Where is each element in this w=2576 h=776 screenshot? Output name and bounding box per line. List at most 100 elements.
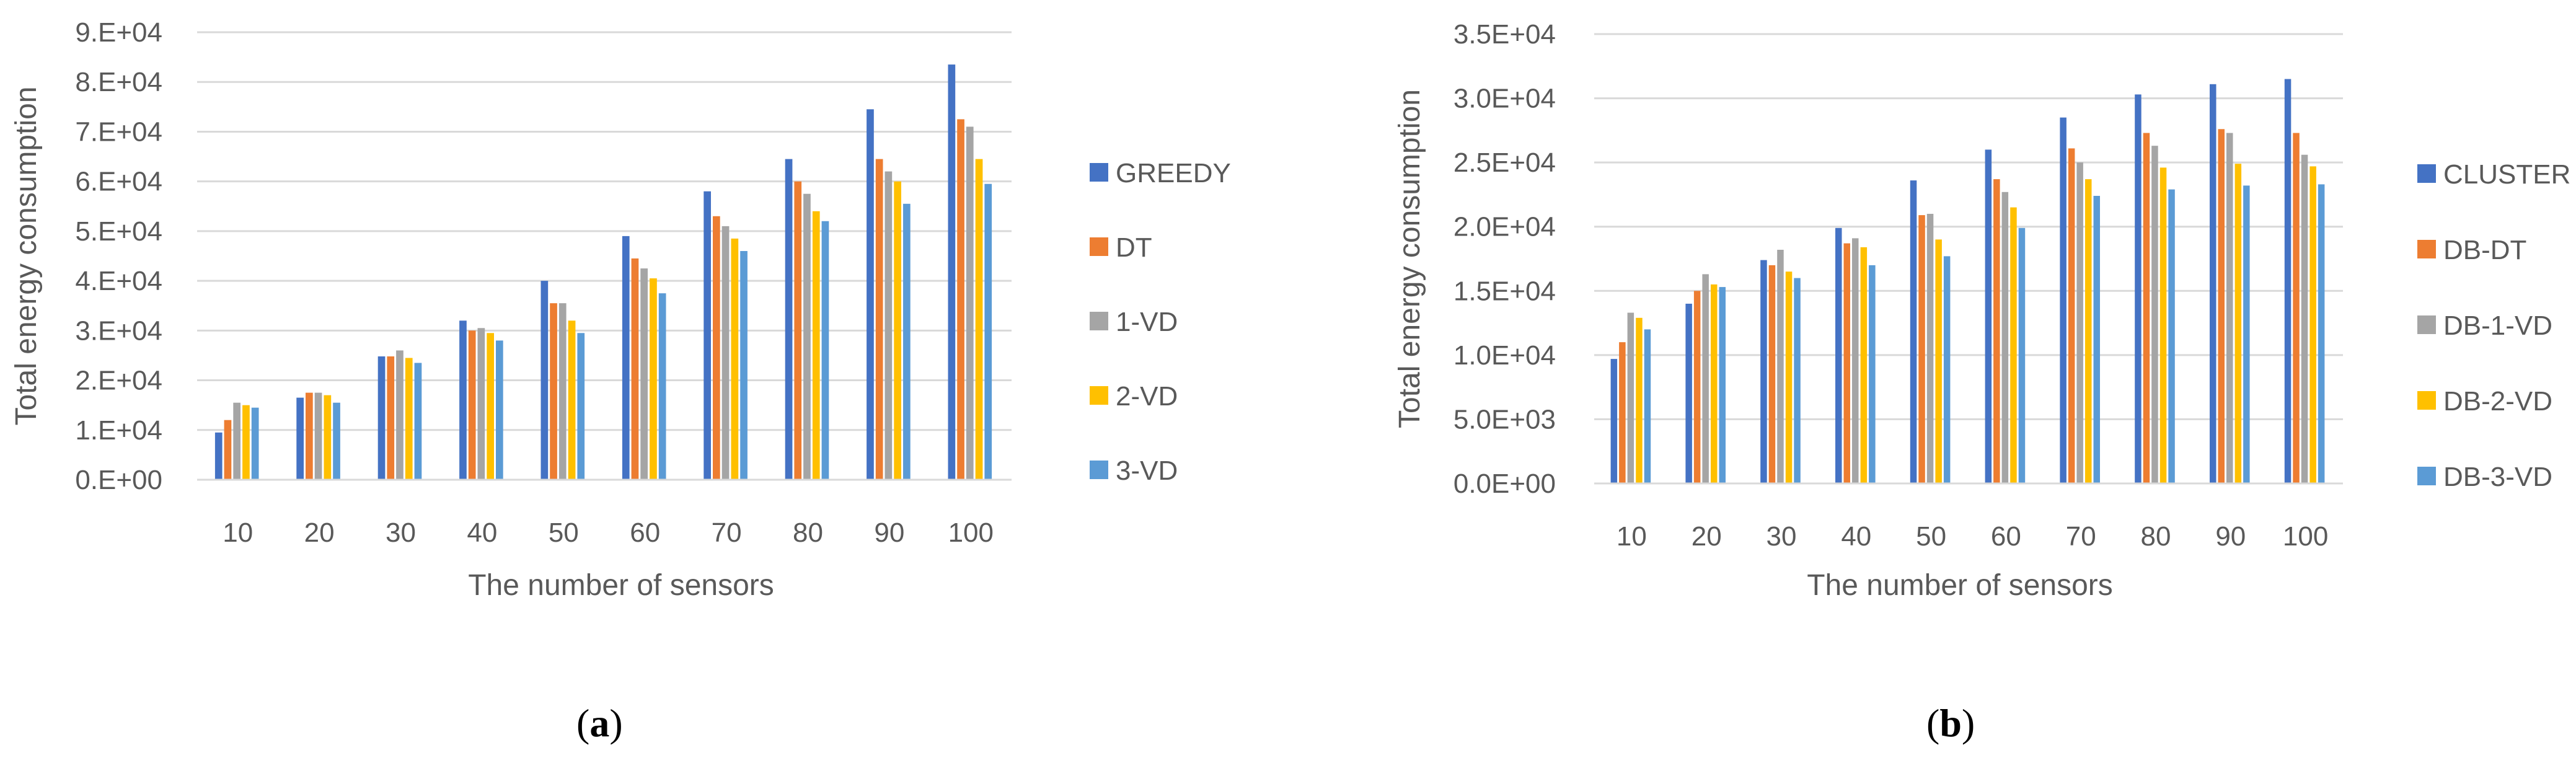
- x-axis-title: The number of sensors: [1807, 569, 2113, 602]
- bar-dt-40: [468, 330, 476, 480]
- panel-b-chart: 0.0E+00 5.0E+03 1.0E+04 1.5E+04 2.0E+04 2.5E+…: [1393, 19, 2570, 602]
- legend-swatch-3-vd: [1090, 461, 1108, 479]
- y-tick-label: 2.0E+04: [1453, 212, 1556, 242]
- bar-greedy-20: [296, 397, 304, 480]
- bar-db-3-vd-90: [2243, 185, 2250, 483]
- bar-2-vd-50: [568, 320, 576, 480]
- bar-db-3-vd-20: [1719, 287, 1726, 483]
- bar-greedy-30: [377, 356, 386, 480]
- legend-swatch-greedy: [1090, 163, 1108, 182]
- legend-label-db-dt: DB-DT: [2443, 235, 2526, 265]
- x-tick-label: 100: [948, 518, 994, 548]
- bar-db-dt-90: [2218, 129, 2225, 484]
- bar-greedy-50: [540, 281, 549, 480]
- legend-label-2-vd: 2-VD: [1116, 381, 1178, 412]
- x-tick-label: 20: [1692, 521, 1722, 552]
- bar-3-vd-40: [496, 340, 503, 480]
- y-tick-label: 1.E+04: [75, 415, 162, 446]
- bar-db-2-vd-50: [1935, 239, 1942, 483]
- bar-db-2-vd-20: [1711, 284, 1718, 483]
- bar-3-vd-10: [251, 407, 259, 480]
- x-tick-label: 60: [630, 518, 660, 548]
- bar-dt-100: [957, 119, 964, 480]
- bar-db-1-vd-60: [2001, 192, 2009, 483]
- bar-db-1-vd-100: [2301, 154, 2308, 483]
- x-tick-label: 90: [874, 518, 904, 548]
- bar-dt-70: [713, 216, 720, 480]
- legend-label-db-1-vd: DB-1-VD: [2443, 311, 2552, 341]
- bar-2-vd-100: [975, 159, 983, 480]
- bar-greedy-60: [622, 236, 630, 480]
- legend-swatch-db-2-vd: [2417, 391, 2436, 410]
- x-tick-label: 10: [223, 518, 253, 548]
- x-tick-label: 50: [549, 518, 579, 548]
- x-tick-label: 10: [1617, 521, 1647, 552]
- bar-cluster-20: [1685, 304, 1692, 483]
- bar-db-dt-30: [1768, 265, 1776, 483]
- bar-1-vd-90: [884, 171, 893, 480]
- panel-b-caption: (b): [1926, 701, 1975, 745]
- bar-1-vd-30: [396, 350, 404, 480]
- bar-2-vd-70: [731, 238, 739, 480]
- bar-cluster-90: [2210, 84, 2217, 484]
- bar-1-vd-40: [477, 328, 485, 480]
- bar-2-vd-10: [242, 405, 250, 480]
- bar-3-vd-60: [658, 293, 666, 480]
- y-tick-label: 2.5E+04: [1453, 148, 1556, 178]
- legend-label-dt: DT: [1116, 232, 1152, 263]
- bar-cluster-80: [2135, 94, 2142, 483]
- bar-dt-90: [875, 159, 883, 480]
- bar-dt-20: [306, 392, 313, 480]
- bar-2-vd-20: [324, 395, 332, 480]
- bar-3-vd-50: [577, 333, 585, 480]
- bar-cluster-50: [1910, 180, 1917, 483]
- bar-greedy-100: [948, 64, 956, 480]
- legend-swatch-dt: [1090, 237, 1108, 256]
- bar-1-vd-10: [233, 402, 240, 480]
- x-tick-label: 70: [712, 518, 742, 548]
- x-tick-label: 60: [1991, 521, 2021, 552]
- bar-1-vd-60: [640, 268, 648, 480]
- bar-db-3-vd-80: [2168, 189, 2175, 483]
- x-tick-label: 80: [793, 518, 823, 548]
- bar-cluster-10: [1610, 359, 1618, 483]
- bar-3-vd-80: [821, 221, 829, 480]
- bar-db-dt-20: [1693, 291, 1701, 483]
- bar-db-2-vd-10: [1636, 317, 1643, 483]
- legend-swatch-db-3-vd: [2417, 467, 2436, 485]
- y-tick-label: 2.E+04: [75, 366, 162, 396]
- bar-cluster-70: [2060, 117, 2067, 484]
- y-tick-label: 0.0E+00: [1453, 469, 1556, 499]
- bar-db-1-vd-70: [2076, 162, 2083, 484]
- bar-db-1-vd-10: [1627, 312, 1634, 483]
- bar-2-vd-30: [405, 358, 413, 480]
- legend-label-db-3-vd: DB-3-VD: [2443, 462, 2552, 492]
- bar-db-1-vd-90: [2226, 133, 2233, 483]
- x-tick-label: 40: [467, 518, 497, 548]
- bar-2-vd-90: [894, 181, 901, 480]
- legend-swatch-1-vd: [1090, 312, 1108, 330]
- x-tick-label: 50: [1916, 521, 1946, 552]
- bar-db-3-vd-40: [1869, 265, 1876, 483]
- bar-1-vd-70: [721, 226, 730, 480]
- bar-db-3-vd-50: [1943, 256, 1951, 483]
- panel-a-caption: (a): [576, 701, 623, 745]
- panel-b-caption-letter: b: [1939, 701, 1962, 745]
- y-tick-label: 3.E+04: [75, 315, 162, 346]
- bar-db-2-vd-100: [2309, 166, 2316, 483]
- legend-label-db-2-vd: DB-2-VD: [2443, 386, 2552, 417]
- y-tick-label: 7.E+04: [75, 117, 162, 147]
- bar-3-vd-70: [740, 251, 748, 480]
- y-tick-label: 6.E+04: [75, 167, 162, 197]
- bar-dt-30: [387, 356, 395, 480]
- bar-db-2-vd-80: [2159, 167, 2167, 483]
- bar-db-dt-70: [2068, 148, 2075, 483]
- legend-swatch-cluster: [2417, 164, 2436, 183]
- y-tick-label: 1.0E+04: [1453, 340, 1556, 371]
- bar-db-dt-10: [1619, 342, 1626, 483]
- x-tick-label: 100: [2283, 521, 2328, 552]
- y-tick-label: 5.E+04: [75, 216, 162, 247]
- panel-a-chart: 0.E+00 1.E+04 2.E+04 3.E+04 4.E+04 5.E+04 6.E+…: [10, 17, 1231, 602]
- legend-label-greedy: GREEDY: [1116, 158, 1231, 188]
- bar-3-vd-30: [414, 363, 422, 480]
